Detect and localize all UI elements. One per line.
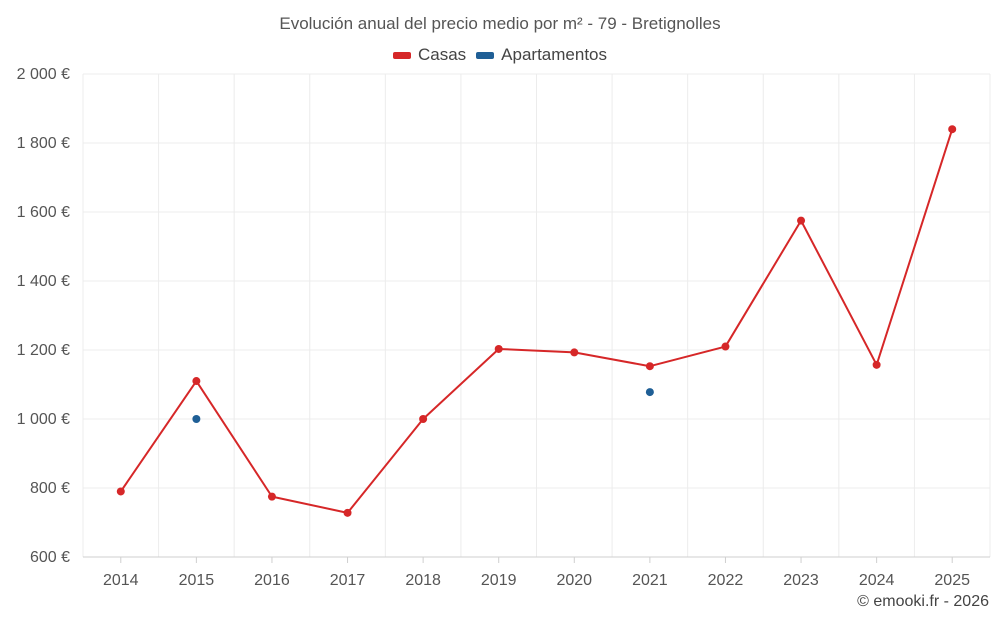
data-point-casas-2014[interactable] (116, 487, 125, 496)
copyright-credit: © emooki.fr - 2026 (857, 593, 989, 610)
legend-label-casas: Casas (417, 45, 467, 64)
x-tick-label: 2014 (103, 572, 139, 589)
data-point-casas-2023[interactable] (797, 216, 806, 225)
x-tick-label: 2021 (632, 572, 668, 589)
x-tick-label: 2018 (405, 572, 441, 589)
data-point-casas-2022[interactable] (721, 342, 730, 351)
data-point-casas-2016[interactable] (267, 492, 276, 501)
legend-swatch-apartamentos (476, 51, 495, 59)
legend-item-casas[interactable]: Casas (392, 45, 467, 65)
x-tick-label: 2015 (179, 572, 215, 589)
data-point-apartamentos-2015[interactable] (192, 415, 201, 423)
series-line-casas (119, 128, 954, 514)
x-tick-label: 2022 (708, 572, 744, 589)
y-tick-label: 2 000 € (17, 66, 70, 83)
legend: Casas Apartamentos (0, 45, 1000, 65)
legend-item-apartamentos[interactable]: Apartamentos (476, 45, 607, 65)
y-tick-label: 1 000 € (17, 411, 70, 428)
y-tick-label: 800 € (30, 480, 70, 497)
x-tick-label: 2016 (254, 572, 290, 589)
chart-title: Evolución anual del precio medio por m² … (279, 14, 721, 33)
data-point-casas-2025[interactable] (948, 125, 957, 134)
data-point-casas-2015[interactable] (192, 377, 201, 386)
data-point-casas-2017[interactable] (343, 508, 352, 517)
y-tick-label: 1 200 € (17, 342, 70, 359)
y-tick-label: 600 € (30, 549, 70, 566)
data-point-casas-2021[interactable] (645, 362, 654, 371)
y-tick-label: 1 800 € (17, 135, 70, 152)
legend-swatch-casas (392, 51, 411, 59)
y-tick-label: 1 600 € (17, 204, 70, 221)
x-tick-label: 2024 (859, 572, 895, 589)
x-tick-label: 2025 (934, 572, 970, 589)
x-tick-label: 2023 (783, 572, 819, 589)
data-point-casas-2018[interactable] (419, 415, 428, 423)
data-point-casas-2020[interactable] (570, 348, 579, 357)
x-tick-label: 2020 (556, 572, 592, 589)
data-point-apartamentos-2021[interactable] (645, 388, 654, 397)
legend-label-apartamentos: Apartamentos (501, 45, 608, 64)
data-point-casas-2024[interactable] (872, 360, 881, 369)
y-tick-label: 1 400 € (17, 273, 70, 290)
data-point-casas-2019[interactable] (494, 344, 503, 353)
x-tick-label: 2019 (481, 572, 517, 589)
x-tick-label: 2017 (330, 572, 366, 589)
